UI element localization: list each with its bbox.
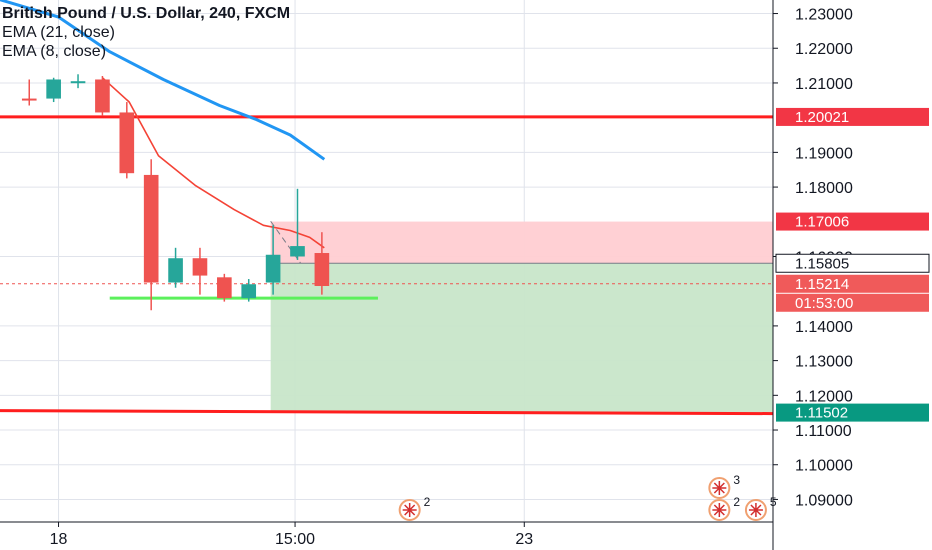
event-badge-icon: 2: [398, 495, 431, 521]
candle-body: [217, 277, 232, 299]
candle-body: [46, 79, 61, 99]
target-price-label-bg: [776, 403, 929, 422]
y-tick-label: 1.21000: [795, 76, 853, 93]
ema21-line: [0, 0, 326, 161]
flag-cross: [402, 503, 417, 517]
candle-body: [21, 98, 37, 101]
ema8-line: [101, 77, 325, 249]
candle-body: [265, 254, 281, 283]
event-badge-count: 2: [424, 495, 431, 509]
entry-price-label-bg: [776, 254, 929, 273]
resistance-price-label: 1.20021: [795, 109, 849, 126]
chart-legend: British Pound / U.S. Dollar, 240, FXCM E…: [2, 4, 290, 61]
x-tick-label: 15:00: [275, 531, 315, 548]
event-badge-count: 3: [733, 473, 740, 487]
entry-price-border: [775, 253, 930, 273]
candle: [241, 279, 257, 302]
last-price-label-bg: [776, 274, 929, 293]
candle-body: [314, 253, 330, 286]
flag-cross: [748, 503, 763, 517]
candle: [21, 79, 37, 106]
y-tick-label: 1.14000: [795, 319, 853, 336]
candle-body: [119, 112, 135, 174]
x-tick-label: 18: [50, 531, 68, 548]
countdown-label-bg: [776, 293, 929, 312]
y-tick-label: 1.22000: [795, 41, 853, 58]
candle-body: [168, 258, 183, 283]
candle: [95, 76, 110, 116]
candle: [143, 159, 159, 311]
y-tick-label: 1.18000: [795, 180, 853, 197]
candle: [265, 225, 281, 295]
take-profit-zone: [270, 263, 773, 413]
y-tick-label: 1.13000: [795, 354, 853, 371]
y-tick-label: 1.12000: [795, 388, 853, 405]
ema21-legend[interactable]: EMA (21, close): [2, 24, 115, 41]
stop-price-label: 1.17006: [795, 214, 849, 231]
candle-body: [241, 284, 257, 299]
candle: [217, 273, 232, 302]
candle-body: [290, 246, 305, 257]
y-tick-label: 1.11000: [795, 423, 852, 440]
y-tick-label: 1.09000: [795, 492, 853, 509]
candle-body: [143, 174, 159, 283]
candle-body: [95, 79, 110, 113]
target-price-label: 1.11502: [795, 405, 848, 422]
y-tick-label: 1.19000: [795, 145, 853, 162]
candle: [290, 188, 305, 260]
candle-body: [70, 81, 86, 84]
event-badge-icon: 5: [744, 495, 777, 521]
stop-loss-zone: [270, 221, 773, 264]
symbol-title[interactable]: British Pound / U.S. Dollar, 240, FXCM: [2, 5, 291, 22]
candle: [119, 102, 135, 179]
flag-cross: [712, 503, 727, 517]
candle-body: [192, 258, 208, 276]
candle: [192, 247, 208, 295]
event-badge-icon: 3: [708, 473, 740, 499]
candle: [314, 232, 330, 295]
stop-price-label-bg: [776, 212, 929, 231]
candle: [70, 74, 86, 89]
last-price-label: 1.15214: [795, 276, 849, 293]
entry-price-label: 1.15805: [795, 255, 849, 272]
countdown-label: 01:53:00: [795, 295, 853, 312]
candle: [168, 247, 183, 288]
event-badge-count: 2: [733, 495, 740, 509]
flag-cross: [712, 481, 727, 495]
lower-support-line: [0, 409, 774, 416]
event-badge-count: 5: [770, 495, 777, 509]
y-tick-label: 1.10000: [795, 458, 853, 475]
y-tick-label: 1.23000: [795, 7, 853, 24]
x-tick-label: 23: [515, 531, 533, 548]
ema8-legend[interactable]: EMA (8, close): [2, 43, 107, 60]
resistance-price-label-bg: [776, 107, 929, 126]
candle: [46, 77, 61, 103]
event-badge-icon: 2: [708, 495, 740, 521]
